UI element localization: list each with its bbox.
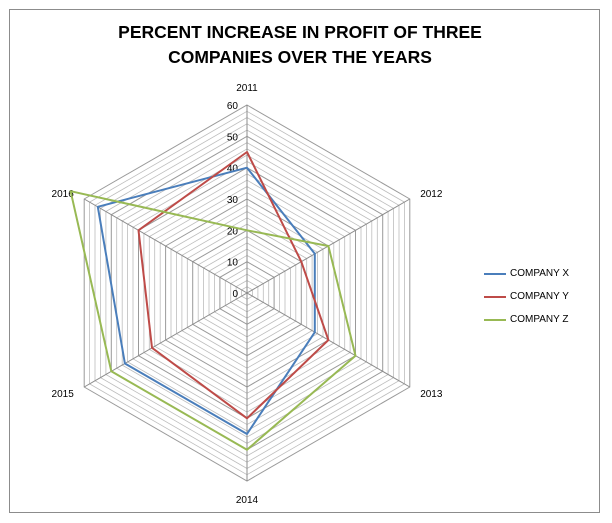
legend-label: COMPANY Z (510, 314, 569, 325)
tick-label: 20 (227, 226, 239, 237)
legend: COMPANY X COMPANY Y COMPANY Z (484, 262, 569, 331)
category-label: 2014 (236, 495, 259, 506)
legend-swatch (484, 295, 506, 298)
category-label: 2013 (420, 389, 443, 400)
category-label: 2015 (52, 389, 75, 400)
radar-series (69, 151, 357, 451)
legend-swatch (484, 272, 506, 275)
category-label: 2011 (236, 83, 258, 94)
legend-item-company-x: COMPANY X (484, 262, 569, 285)
radar-category-labels: 2011 2012 2013 2014 2015 2016 (52, 83, 443, 506)
radar-spoke (83, 198, 248, 294)
tick-label: 60 (227, 101, 239, 112)
tick-label: 10 (227, 258, 239, 269)
legend-label: COMPANY Y (510, 291, 569, 302)
chart-title-line-2: COMPANIES OVER THE YEARS (168, 47, 432, 67)
tick-label: 50 (227, 132, 239, 143)
tick-label: 30 (227, 195, 239, 206)
radar-tick-labels: 0 10 20 30 40 50 60 (227, 101, 239, 300)
series-line-company-y (137, 151, 330, 420)
category-label: 2012 (420, 189, 443, 200)
category-label: 2016 (52, 189, 75, 200)
legend-swatch (484, 318, 506, 321)
legend-item-company-y: COMPANY Y (484, 285, 569, 308)
legend-item-company-z: COMPANY Z (484, 308, 569, 331)
chart-title: PERCENT INCREASE IN PROFIT OF THREE COMP… (0, 20, 600, 70)
tick-label: 0 (232, 289, 238, 300)
legend-label: COMPANY X (510, 268, 570, 279)
series-line-company-z (69, 190, 357, 451)
series-line-company-x (96, 166, 316, 435)
chart-title-line-1: PERCENT INCREASE IN PROFIT OF THREE (118, 22, 482, 42)
tick-label: 40 (227, 164, 239, 175)
